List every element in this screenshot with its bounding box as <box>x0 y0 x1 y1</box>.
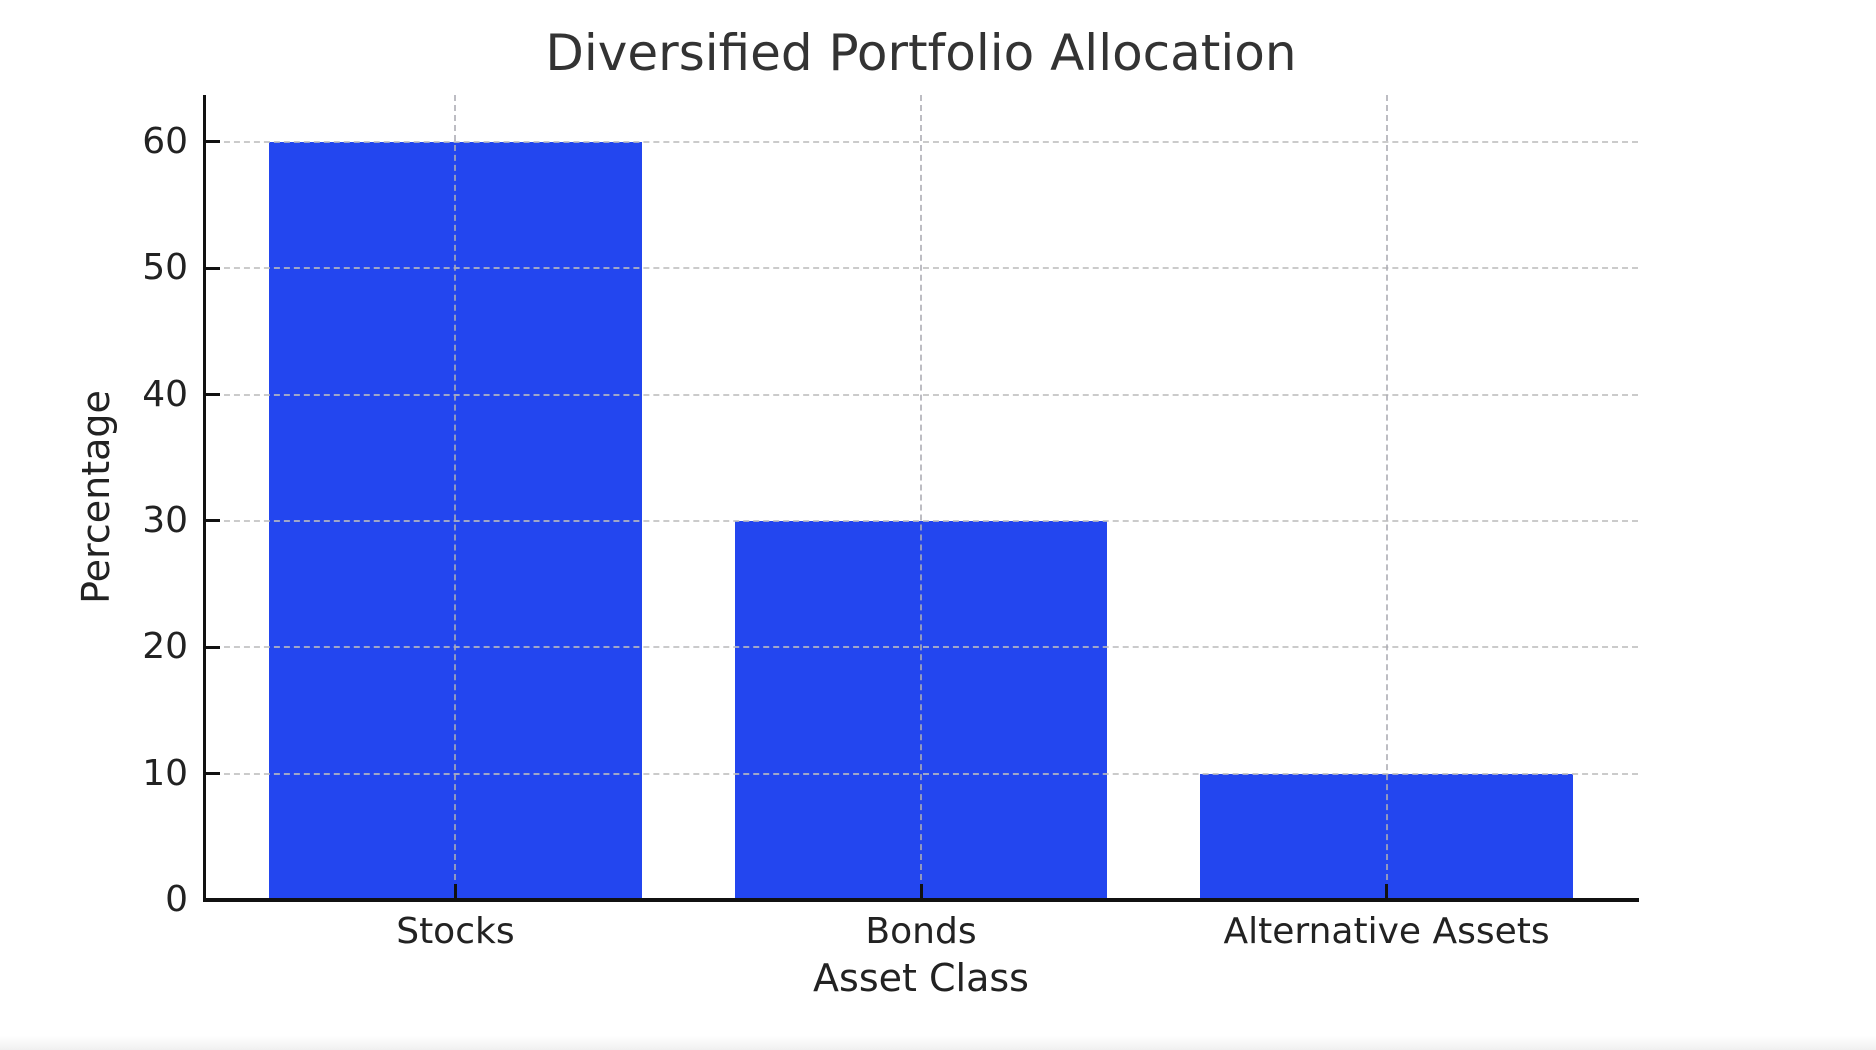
gridline-x-1 <box>454 95 457 900</box>
x-axis-label: Asset Class <box>813 956 1029 1000</box>
y-tick-mark-40 <box>204 393 220 396</box>
x-tick-mark-3 <box>1385 884 1389 898</box>
y-tick-mark-30 <box>204 519 220 523</box>
x-tick-label-1: Stocks <box>396 911 515 952</box>
y-tick-mark-0 <box>204 898 220 902</box>
gridline-x-2 <box>920 95 922 900</box>
y-tick-label-20: 20 <box>142 626 188 668</box>
y-axis-label: Percentage <box>74 390 118 604</box>
x-tick-mark-2 <box>919 884 923 898</box>
x-tick-label-2: Bonds <box>865 911 977 952</box>
y-tick-mark-50 <box>204 266 220 270</box>
x-tick-mark-1 <box>453 884 457 898</box>
y-tick-label-40: 40 <box>142 373 188 415</box>
y-tick-mark-60 <box>204 140 220 144</box>
x-axis-spine <box>203 898 1639 902</box>
y-tick-label-10: 10 <box>142 752 188 794</box>
y-tick-label-50: 50 <box>142 247 188 289</box>
y-tick-label-30: 30 <box>142 499 188 541</box>
screenshot-bottom-edge <box>0 1036 1876 1050</box>
y-axis-spine <box>203 95 206 902</box>
x-tick-label-3: Alternative Assets <box>1223 911 1550 952</box>
y-tick-mark-20 <box>204 645 220 649</box>
gridline-x-3 <box>1385 95 1388 900</box>
chart-title: Diversified Portfolio Allocation <box>545 24 1297 82</box>
y-tick-label-60: 60 <box>142 120 188 162</box>
y-tick-label-0: 0 <box>165 879 188 920</box>
y-tick-mark-10 <box>204 772 220 776</box>
plot-area: 0 10 20 30 40 50 60 Stocks Bonds Alternative Asse… <box>142 95 1639 952</box>
